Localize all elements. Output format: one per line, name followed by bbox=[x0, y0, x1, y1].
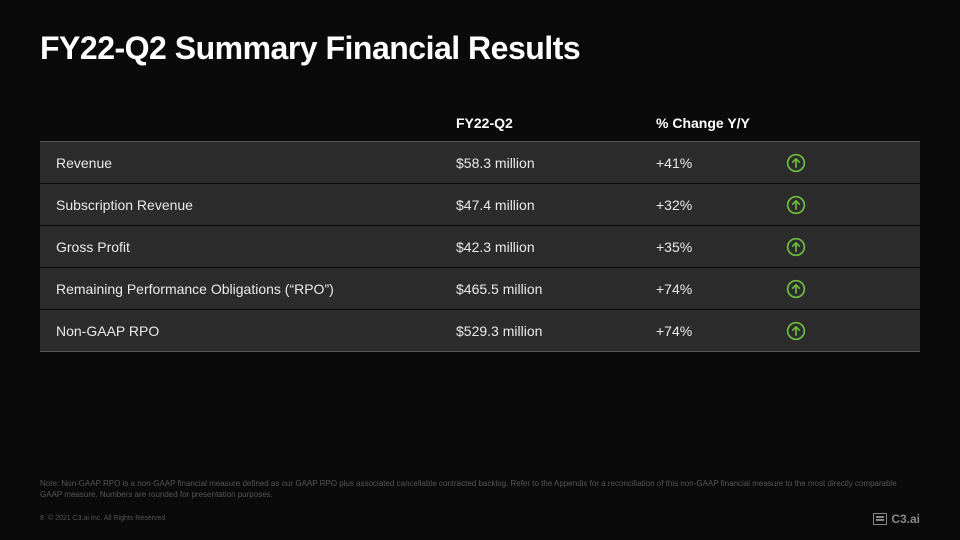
col-header-icon bbox=[786, 115, 826, 131]
metric-cell: Non-GAAP RPO bbox=[56, 323, 456, 339]
table-row: Gross Profit$42.3 million+35% bbox=[40, 226, 920, 268]
value-cell: $58.3 million bbox=[456, 155, 656, 171]
table-row: Subscription Revenue$47.4 million+32% bbox=[40, 184, 920, 226]
table-row: Non-GAAP RPO$529.3 million+74% bbox=[40, 310, 920, 352]
value-cell: $465.5 million bbox=[456, 281, 656, 297]
slide: FY22-Q2 Summary Financial Results FY22-Q… bbox=[0, 0, 960, 540]
change-cell: +32% bbox=[656, 197, 786, 213]
arrow-up-icon bbox=[786, 153, 826, 173]
value-cell: $42.3 million bbox=[456, 239, 656, 255]
change-cell: +74% bbox=[656, 281, 786, 297]
change-cell: +74% bbox=[656, 323, 786, 339]
logo-text: C3.ai bbox=[891, 512, 920, 526]
table-row: Revenue$58.3 million+41% bbox=[40, 142, 920, 184]
metric-cell: Gross Profit bbox=[56, 239, 456, 255]
arrow-up-icon bbox=[786, 237, 826, 257]
page-title: FY22-Q2 Summary Financial Results bbox=[40, 30, 920, 67]
value-cell: $529.3 million bbox=[456, 323, 656, 339]
col-header-value: FY22-Q2 bbox=[456, 115, 656, 131]
change-cell: +35% bbox=[656, 239, 786, 255]
table-header: FY22-Q2 % Change Y/Y bbox=[40, 115, 920, 142]
col-header-change: % Change Y/Y bbox=[656, 115, 786, 131]
copyright: © 2021 C3.ai Inc. All Rights Reserved bbox=[48, 515, 165, 522]
footnote: Note: Non-GAAP RPO is a non-GAAP financi… bbox=[40, 479, 910, 500]
metric-cell: Remaining Performance Obligations (“RPO”… bbox=[56, 281, 456, 297]
table-body: Revenue$58.3 million+41%Subscription Rev… bbox=[40, 142, 920, 352]
metric-cell: Subscription Revenue bbox=[56, 197, 456, 213]
arrow-up-icon bbox=[786, 279, 826, 299]
arrow-up-icon bbox=[786, 195, 826, 215]
financial-table: FY22-Q2 % Change Y/Y Revenue$58.3 millio… bbox=[40, 115, 920, 352]
value-cell: $47.4 million bbox=[456, 197, 656, 213]
brand-logo: C3.ai bbox=[873, 512, 920, 526]
table-row: Remaining Performance Obligations (“RPO”… bbox=[40, 268, 920, 310]
col-header-metric bbox=[56, 115, 456, 131]
arrow-up-icon bbox=[786, 321, 826, 341]
metric-cell: Revenue bbox=[56, 155, 456, 171]
change-cell: +41% bbox=[656, 155, 786, 171]
page-number: 8 bbox=[40, 515, 44, 522]
logo-icon bbox=[873, 513, 887, 525]
